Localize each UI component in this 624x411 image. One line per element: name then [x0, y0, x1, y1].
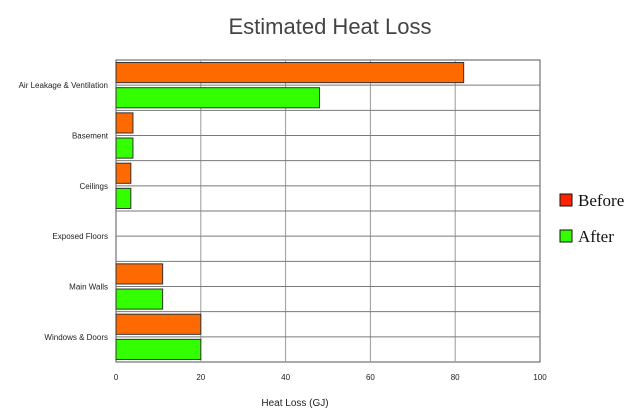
legend-label-before: Before [578, 191, 624, 210]
bar-after [115, 338, 202, 360]
bar-before [115, 313, 202, 335]
category-label: Main Walls [69, 283, 108, 292]
legend: Before After [559, 191, 624, 246]
tick-label: 20 [196, 373, 205, 382]
category-label: Basement [72, 132, 109, 141]
bar-before [115, 62, 465, 84]
bar-after [115, 87, 321, 109]
bar-after [115, 187, 132, 209]
tick-label: 60 [366, 373, 375, 382]
category-label: Exposed Floors [52, 232, 108, 241]
bar-after [115, 137, 134, 159]
bar-before [115, 263, 164, 285]
category-labels: Air Leakage & Ventilation Basement Ceiling… [19, 81, 109, 342]
legend-swatch-after [559, 229, 573, 243]
bar-before [115, 112, 134, 134]
tick-label: 100 [533, 373, 547, 382]
legend-label-after: After [578, 227, 614, 246]
tick-label: 0 [114, 373, 119, 382]
tick-label: 40 [281, 373, 290, 382]
chart-title: Estimated Heat Loss [229, 14, 432, 39]
category-label: Air Leakage & Ventilation [19, 81, 108, 90]
legend-swatch-before [559, 193, 573, 207]
grid-lines [116, 60, 540, 362]
bar-after [115, 288, 164, 310]
x-axis-title: Heat Loss (GJ) [261, 398, 328, 409]
bars [115, 62, 465, 360]
tick-labels: 0 20 40 60 80 100 [114, 373, 547, 382]
tick-label: 80 [451, 373, 460, 382]
category-label: Windows & Doors [44, 333, 108, 342]
bar-before [115, 162, 132, 184]
category-label: Ceilings [80, 182, 108, 191]
